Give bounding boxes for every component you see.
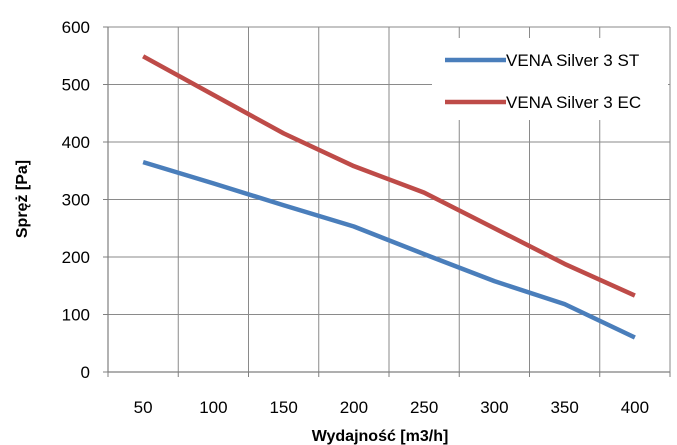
y-tick-label: 100 <box>62 306 90 325</box>
x-tick-label: 150 <box>269 398 297 417</box>
y-tick-label: 400 <box>62 133 90 152</box>
legend-label-1: VENA Silver 3 ST <box>506 51 639 70</box>
x-tick-label: 200 <box>340 398 368 417</box>
x-tick-label: 50 <box>134 398 153 417</box>
y-tick-label: 300 <box>62 191 90 210</box>
grid-lines <box>108 26 671 372</box>
legend: VENA Silver 3 ST VENA Silver 3 EC <box>432 38 668 120</box>
series-line-2 <box>142 54 636 298</box>
x-tick-label: 350 <box>550 398 578 417</box>
series-lines <box>142 54 636 340</box>
y-axis-title: Spręż [Pa] <box>14 160 31 238</box>
legend-box <box>432 38 668 120</box>
x-tick-label: 250 <box>410 398 438 417</box>
y-tick-label: 500 <box>62 76 90 95</box>
series-line-1 <box>142 159 636 340</box>
axes <box>103 26 671 377</box>
legend-label-2: VENA Silver 3 EC <box>506 93 641 112</box>
x-tick-label: 100 <box>199 398 227 417</box>
x-axis-title: Wydajność [m3/h] <box>312 428 449 445</box>
x-tick-label: 400 <box>621 398 649 417</box>
x-tick-label: 300 <box>480 398 508 417</box>
y-tick-label: 600 <box>62 18 90 37</box>
tick-labels: 0 100 200 300 400 500 600 50 100 150 200 250 300 350 4… <box>62 18 649 417</box>
y-tick-label: 0 <box>81 363 90 382</box>
y-tick-label: 200 <box>62 248 90 267</box>
